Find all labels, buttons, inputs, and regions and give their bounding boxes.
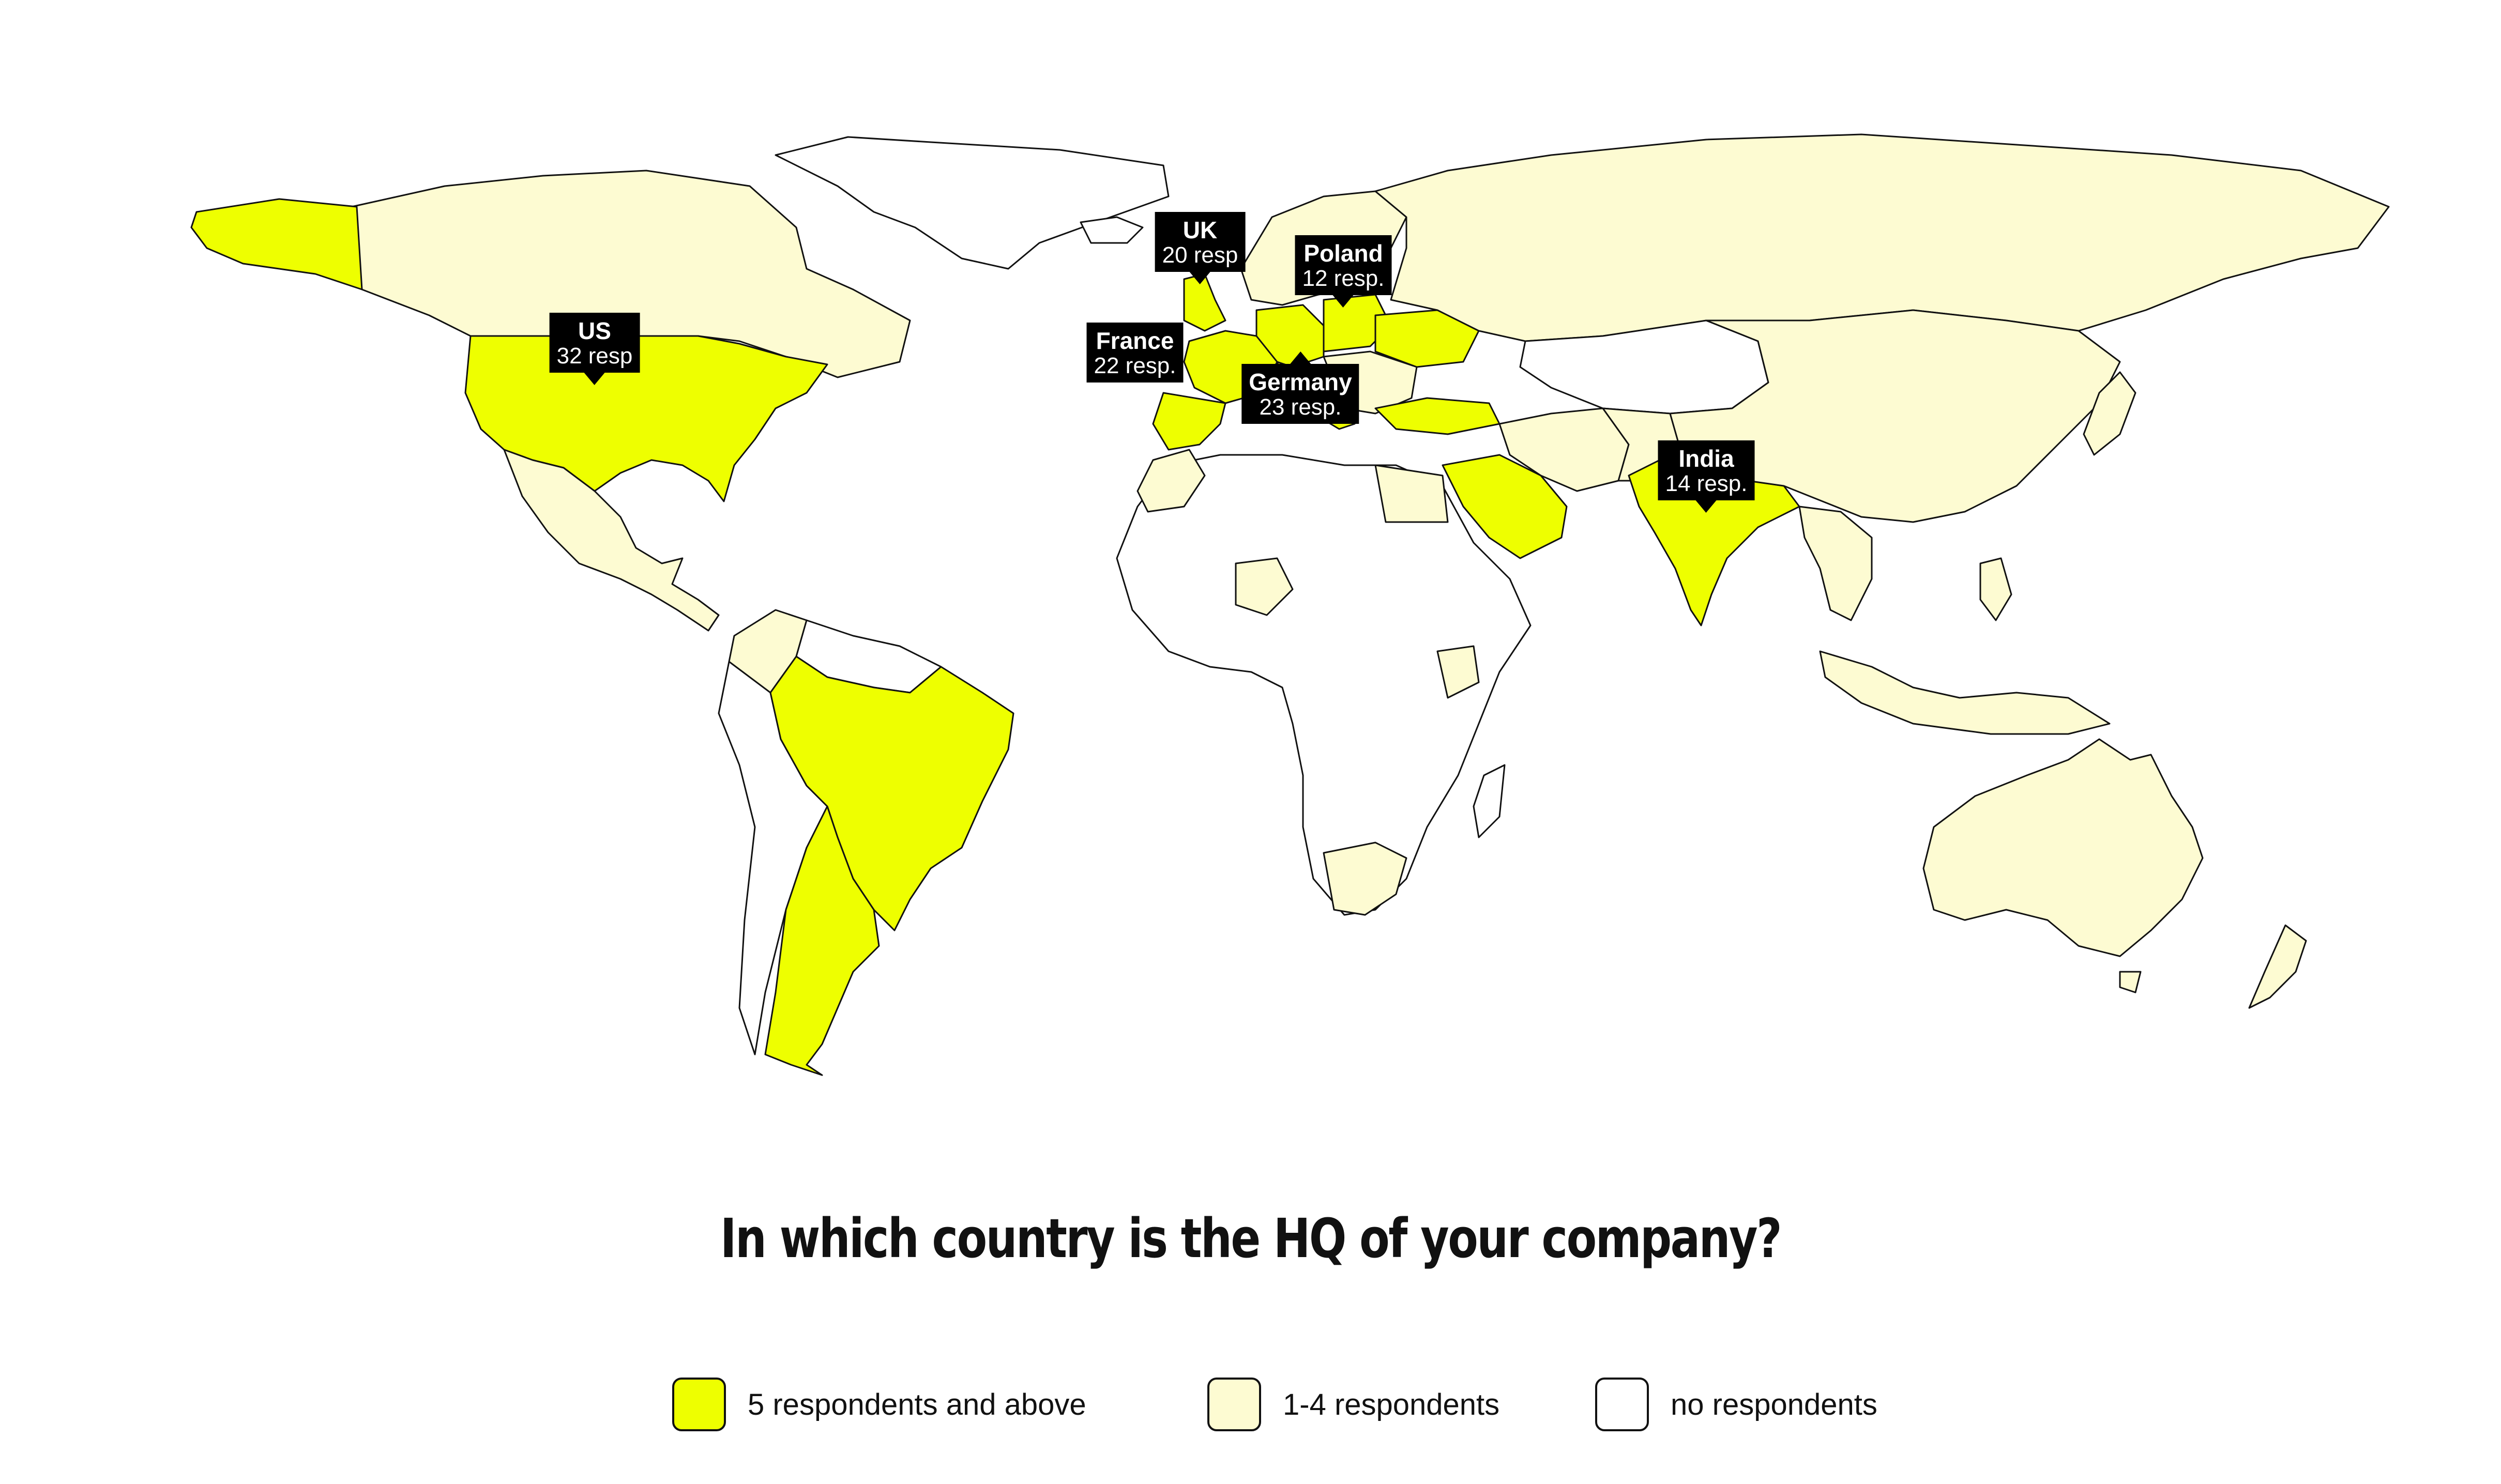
country-morocco [1136, 449, 1206, 513]
country-brazil [769, 655, 1014, 931]
country-saudi-arabia [1442, 454, 1568, 559]
country-tasmania [2119, 971, 2142, 993]
country-china [1669, 309, 2121, 523]
map-title: In which country is the HQ of your compa… [720, 1207, 1782, 1270]
country-spain [1152, 392, 1226, 451]
country-japan [2083, 371, 2136, 456]
callout-country: France [1096, 327, 1174, 354]
callout-count: 20 resp [1162, 242, 1238, 268]
callout-count: 22 resp. [1094, 353, 1176, 378]
country-nigeria [1235, 557, 1294, 616]
country-southeast-asia [1798, 506, 1873, 621]
legend-item-low: 1-4 respondents [1207, 1378, 1499, 1431]
callout-count: 14 resp. [1665, 471, 1748, 496]
country-indonesia [1819, 650, 2111, 735]
callout-pointer [1290, 351, 1311, 364]
country-mexico [503, 449, 720, 632]
callout-us: US 32 resp [549, 313, 640, 385]
country-russia [1374, 133, 2390, 342]
callout-uk: UK 20 resp [1155, 212, 1246, 284]
legend-swatch-high [672, 1378, 726, 1431]
callout-count: 23 resp. [1259, 394, 1342, 420]
callout-germany: Germany 23 resp. [1241, 351, 1359, 424]
country-kenya [1436, 645, 1480, 699]
legend-label: no respondents [1671, 1387, 1877, 1421]
legend-swatch-low [1207, 1378, 1261, 1431]
legend-swatch-none [1595, 1378, 1649, 1431]
country-philippines [1979, 557, 2012, 621]
country-alaska-us [190, 198, 363, 290]
country-canada [351, 170, 911, 378]
country-greenland [775, 136, 1170, 270]
callout-pointer [1695, 500, 1717, 513]
callout-country: Poland [1303, 240, 1383, 267]
callout-country: US [578, 317, 611, 344]
callout-country: UK [1183, 217, 1218, 243]
country-new-zealand [2248, 924, 2307, 1009]
legend-label: 5 respondents and above [748, 1387, 1086, 1421]
callout-india: India 14 resp. [1658, 440, 1755, 513]
legend-label: 1-4 respondents [1283, 1387, 1500, 1421]
callout-count: 32 resp [556, 343, 633, 369]
callout-count: 12 resp. [1302, 266, 1385, 291]
world-map [190, 133, 2390, 1076]
country-argentina [764, 805, 880, 1076]
country-iceland [1080, 216, 1144, 244]
legend-item-high: 5 respondents and above [672, 1378, 1086, 1431]
callout-pointer [584, 373, 605, 385]
callout-france: France 22 resp. [1086, 323, 1184, 383]
country-south-africa [1323, 842, 1407, 916]
country-egypt [1374, 464, 1449, 523]
callout-pointer [1189, 272, 1210, 284]
country-australia [1922, 738, 2204, 957]
callout-poland: Poland 12 resp. [1295, 235, 1392, 308]
callout-country: Germany [1249, 369, 1352, 395]
callout-country: India [1678, 445, 1734, 472]
callout-pointer [1332, 295, 1354, 308]
country-madagascar [1473, 764, 1506, 838]
legend-item-none: no respondents [1595, 1378, 1877, 1431]
